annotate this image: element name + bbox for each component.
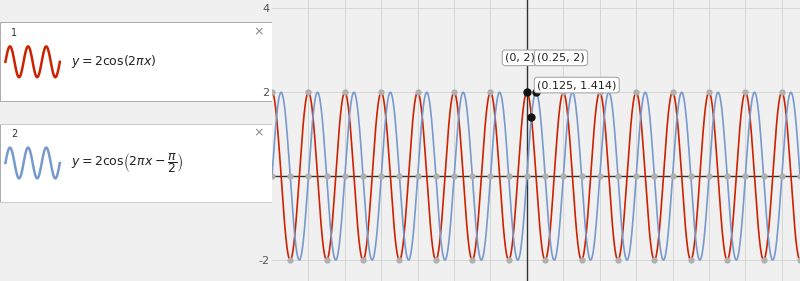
Text: (0.25, 2): (0.25, 2) xyxy=(537,53,585,63)
Text: ×: × xyxy=(253,25,264,38)
Text: $y = 2\cos\!\left(2\pi x - \dfrac{\pi}{2}\right)$: $y = 2\cos\!\left(2\pi x - \dfrac{\pi}{2… xyxy=(70,151,183,175)
FancyBboxPatch shape xyxy=(0,22,272,101)
Text: 1: 1 xyxy=(11,28,17,38)
Text: ×: × xyxy=(253,126,264,139)
Text: $y = 2\cos(2\pi x)$: $y = 2\cos(2\pi x)$ xyxy=(70,53,156,70)
Text: 2: 2 xyxy=(11,129,17,139)
Text: (0, 2): (0, 2) xyxy=(505,53,535,63)
Text: (0.125, 1.414): (0.125, 1.414) xyxy=(537,80,617,90)
FancyBboxPatch shape xyxy=(0,124,272,202)
